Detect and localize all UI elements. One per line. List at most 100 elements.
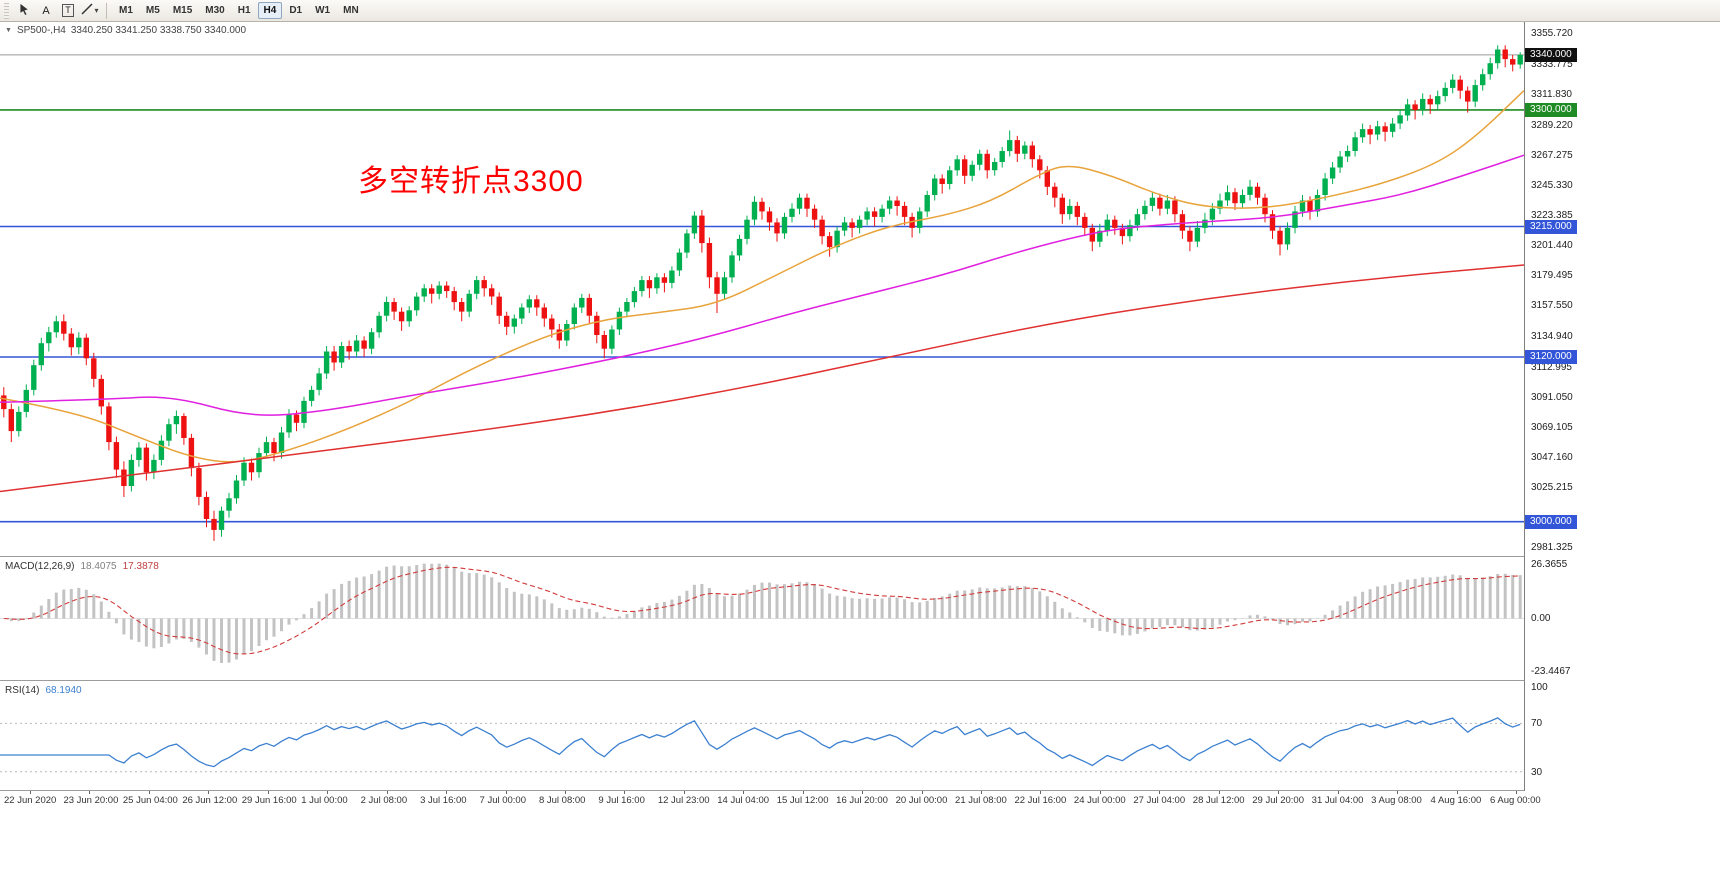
axis-tick-label: 70	[1531, 718, 1543, 730]
time-label: 27 Jul 04:00	[1133, 795, 1186, 806]
timeframe-button-w1[interactable]: W1	[315, 5, 331, 16]
toolbar-separator	[106, 2, 107, 19]
time-tick	[862, 791, 864, 794]
time-axis[interactable]: 22 Jun 2020 23 Jun 20:00 25 Jun 04:00 26 Ju…	[0, 791, 1720, 813]
time-label: 8 Jul 08:00	[538, 795, 586, 806]
rsi-line	[0, 717, 1521, 768]
axis-tick-label: 3245.330	[1531, 179, 1573, 191]
timeframe-button-m30[interactable]: M30	[205, 5, 225, 16]
time-label: 25 Jun 04:00	[122, 795, 178, 806]
time-label: 12 Jul 23:00	[657, 795, 710, 806]
axis-tick-label: 100	[1531, 682, 1548, 694]
time-tick	[1397, 791, 1399, 794]
axis-tick-label: -23.4467	[1531, 666, 1571, 677]
axis-tick-label: 3069.105	[1531, 421, 1573, 433]
time-label: 29 Jul 20:00	[1252, 795, 1304, 806]
price-badge: 3300.000	[1525, 102, 1577, 117]
time-tick	[1516, 791, 1517, 794]
axis-tick-label: 3112.995	[1531, 361, 1572, 373]
time-tick	[1337, 791, 1339, 794]
symbol-dropdown-icon[interactable]: ▼	[5, 27, 12, 34]
time-tick	[148, 791, 150, 794]
time-tick	[743, 791, 745, 794]
timeframe-button-h1[interactable]: H1	[237, 5, 251, 16]
price-badge: 3340.000	[1525, 47, 1577, 62]
timeframe-button-m1[interactable]: M1	[119, 5, 133, 16]
time-tick	[30, 791, 31, 794]
timeframe-button-d1[interactable]: D1	[289, 5, 303, 16]
ma-mid-magenta[interactable]	[0, 154, 1524, 416]
time-label: 20 Jul 00:00	[895, 795, 948, 806]
time-label: 23 Jun 20:00	[63, 795, 119, 806]
axis-tick-label: 3179.495	[1531, 270, 1573, 282]
time-label: 7 Jul 00:00	[479, 795, 526, 806]
axis-tick-label: 3025.215	[1531, 482, 1573, 494]
textbox-tool-icon: T	[62, 4, 74, 17]
ohlc-readout: 3340.250 3341.250 3338.750 3340.000	[70, 25, 247, 36]
time-tick	[89, 791, 91, 794]
price-badge: 3215.000	[1525, 219, 1577, 234]
trendline-icon	[81, 3, 94, 18]
rsi-indicator-label: RSI(14) 68.1940	[5, 685, 82, 696]
price-axis[interactable]: 3355.720 3333.775 3311.830 3289.220 3267.275…	[1524, 22, 1720, 813]
time-tick	[1218, 791, 1220, 794]
price-badge: 3120.000	[1525, 350, 1577, 364]
axis-tick-label: 3091.050	[1531, 391, 1573, 403]
macd-histogram	[9, 563, 1522, 663]
time-tick	[1159, 791, 1161, 794]
time-label: 1 Jul 00:00	[301, 795, 348, 806]
time-label: 22 Jun 2020	[4, 795, 57, 806]
panel-separator-macd-rsi[interactable]	[0, 680, 1720, 681]
macd-panel-chart[interactable]	[0, 557, 1524, 680]
time-tick	[683, 791, 685, 794]
macd-main-value: 18.4075	[80, 561, 117, 572]
axis-tick-label: 3157.550	[1531, 300, 1573, 312]
timeframe-button-m15[interactable]: M15	[172, 5, 193, 16]
axis-tick-label: 0.00	[1531, 612, 1551, 624]
panel-separator-main-macd[interactable]	[0, 556, 1720, 557]
axis-tick-label: 3267.275	[1531, 149, 1573, 161]
time-label: 6 Aug 00:00	[1490, 795, 1541, 806]
main-price-chart[interactable]	[0, 22, 1524, 556]
axis-tick-label: 3047.160	[1531, 451, 1573, 463]
time-tick	[1099, 791, 1101, 794]
symbol-timeframe-label: SP500-,H4	[16, 25, 66, 36]
ma-fast-orange[interactable]	[0, 90, 1524, 463]
textbox-tool-button[interactable]: T	[58, 2, 78, 20]
timeframe-button-m5[interactable]: M5	[145, 5, 160, 16]
toolbar-grip[interactable]	[4, 2, 9, 19]
time-label: 15 Jul 12:00	[776, 795, 829, 806]
time-tick	[564, 791, 566, 794]
rsi-value: 68.1940	[45, 685, 82, 696]
macd-indicator-label: MACD(12,26,9) 18.4075 17.3878	[5, 561, 159, 572]
macd-signal-line	[3, 566, 1521, 655]
chart-annotation-text[interactable]: 多空转折点3300	[358, 165, 584, 198]
rsi-name: RSI(14)	[5, 685, 40, 696]
rsi-panel-chart[interactable]	[0, 681, 1524, 790]
time-tick	[1456, 791, 1458, 794]
time-tick	[505, 791, 507, 794]
time-label: 21 Jul 08:00	[955, 795, 1007, 806]
time-tick	[1040, 791, 1042, 794]
price-badge: 3000.000	[1525, 514, 1577, 529]
chevron-down-icon: ▾	[94, 6, 99, 15]
cursor-icon	[18, 3, 31, 19]
time-tick	[981, 791, 983, 794]
time-tick	[921, 791, 923, 794]
time-tick	[208, 791, 210, 794]
axis-tick-label: 3311.830	[1531, 88, 1572, 100]
cursor-tool-button[interactable]	[14, 2, 34, 20]
timeframe-button-mn[interactable]: MN	[343, 5, 359, 16]
timeframe-button-h4[interactable]: H4	[257, 2, 283, 19]
time-label: 22 Jul 16:00	[1014, 795, 1067, 806]
time-tick	[327, 791, 329, 794]
time-tick	[624, 791, 626, 794]
axis-tick-label: 30	[1531, 766, 1543, 778]
top-toolbar: A T ▾ M1 M5 M15 M30 H1 H4 D1 W1 MN	[0, 0, 1720, 22]
text-tool-button[interactable]: A	[36, 2, 56, 20]
ma-slow-red[interactable]	[0, 264, 1524, 493]
time-label: 16 Jul 20:00	[836, 795, 888, 806]
candles[interactable]	[1, 45, 1523, 541]
shapes-dropdown-button[interactable]: ▾	[80, 2, 100, 20]
macd-signal-value: 17.3878	[122, 561, 159, 572]
